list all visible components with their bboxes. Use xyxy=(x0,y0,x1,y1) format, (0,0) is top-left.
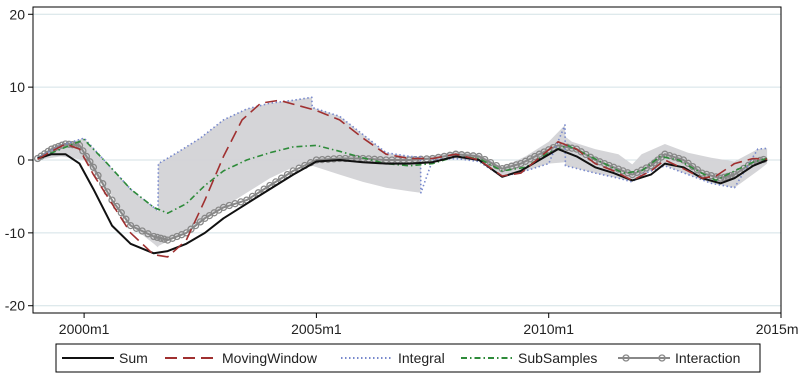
interaction-marker xyxy=(707,172,715,180)
legend-label-movingwindow: MovingWindow xyxy=(222,350,318,366)
interaction-marker xyxy=(486,158,495,167)
y-tick-label: 0 xyxy=(17,152,25,168)
interaction-marker xyxy=(144,230,152,238)
interaction-marker xyxy=(693,166,702,174)
interaction-marker xyxy=(89,163,98,171)
interaction-marker xyxy=(196,218,204,226)
legend-marker xyxy=(622,354,630,362)
series-line-integral xyxy=(37,96,768,212)
interaction-marker xyxy=(79,147,87,155)
interaction-marker xyxy=(153,233,161,242)
y-tick-label: -10 xyxy=(5,225,25,241)
y-tick-label: -20 xyxy=(5,298,25,314)
range-band xyxy=(37,97,768,248)
interaction-marker xyxy=(150,232,158,241)
x-tick-label: 2000m1 xyxy=(59,321,110,337)
interaction-marker xyxy=(670,153,678,161)
interaction-marker xyxy=(614,165,623,173)
interaction-marker xyxy=(679,156,688,164)
interaction-marker xyxy=(138,227,146,235)
series-line-movingwindow xyxy=(37,99,768,258)
x-tick-label: 2010m1 xyxy=(523,321,574,337)
interaction-marker xyxy=(187,225,195,233)
axes: 20 10 0 -10 -20 2000m1 2005m1 2010m1 2015m1 xyxy=(5,6,798,337)
legend-label-interaction: Interaction xyxy=(675,350,740,366)
interaction-marker xyxy=(178,231,186,239)
interaction-marker xyxy=(596,158,604,166)
legend: Sum MovingWindow Integral SubSamples Interac… xyxy=(55,343,761,373)
interaction-marker xyxy=(665,151,674,160)
interaction-marker xyxy=(168,234,177,242)
interaction-marker xyxy=(160,235,168,243)
interaction-marker xyxy=(498,165,506,173)
interaction-marker xyxy=(132,224,141,232)
series-line-sum xyxy=(37,148,768,255)
legend-label-sum: Sum xyxy=(119,350,148,366)
band-area xyxy=(37,97,768,248)
interaction-marker xyxy=(716,174,725,182)
interaction-marker xyxy=(99,180,107,188)
interaction-marker xyxy=(122,215,130,223)
x-tick-label: 2005m1 xyxy=(291,321,342,337)
interaction-marker xyxy=(58,141,66,149)
y-tick-label: 10 xyxy=(9,79,25,95)
legend-marker xyxy=(658,354,666,362)
interaction-marker xyxy=(507,162,516,170)
legend-label-subsamples: SubSamples xyxy=(518,350,597,366)
series-line-subsamples xyxy=(37,138,768,214)
interaction-marker xyxy=(126,221,135,230)
interaction-marker xyxy=(191,221,200,230)
y-tick-label: 20 xyxy=(9,6,25,22)
legend-label-integral: Integral xyxy=(398,350,445,366)
interaction-marker xyxy=(117,209,125,217)
x-tick-label: 2015m1 xyxy=(756,321,798,337)
interaction-marker xyxy=(173,232,181,241)
series-lines xyxy=(33,96,768,258)
interaction-marker xyxy=(675,154,683,163)
interaction-marker xyxy=(164,236,172,244)
interaction-marker xyxy=(157,234,165,242)
interaction-marker xyxy=(68,141,77,149)
interaction-marker xyxy=(512,161,520,169)
interaction-marker xyxy=(94,171,102,180)
interaction-marker xyxy=(698,169,706,177)
